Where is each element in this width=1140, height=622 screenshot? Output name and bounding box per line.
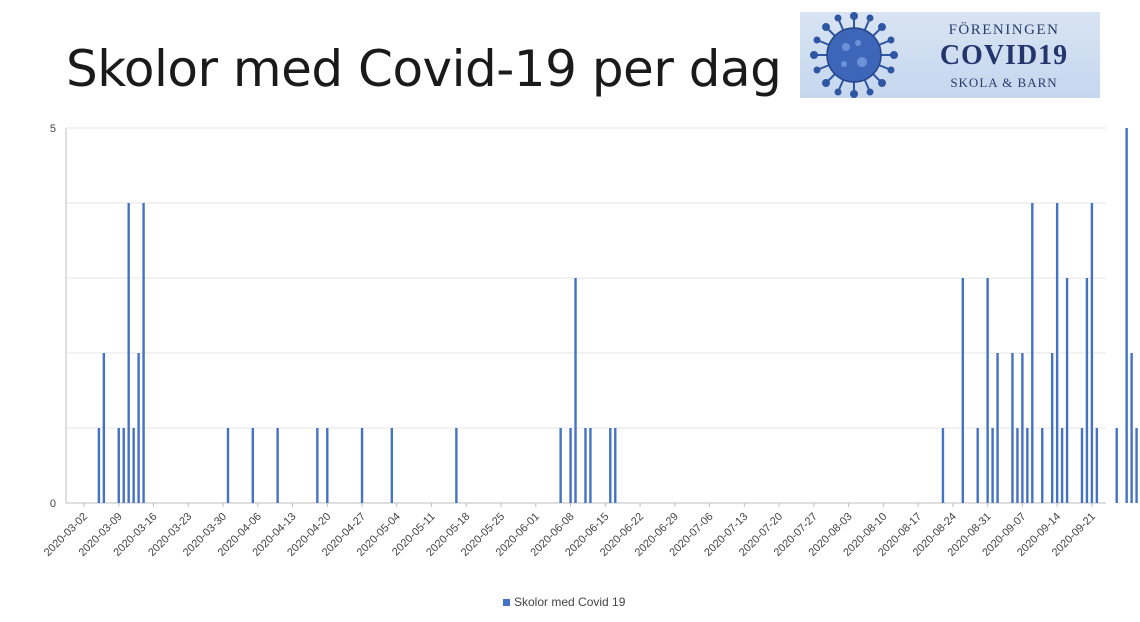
bar: [1016, 428, 1019, 503]
legend-swatch: [503, 598, 510, 606]
bar: [614, 428, 617, 503]
y-tick-label: 5: [50, 123, 56, 135]
logo-line2: COVID19: [939, 40, 1069, 71]
bar: [1060, 428, 1064, 503]
bar: [941, 428, 945, 503]
bar: [1065, 278, 1069, 503]
bar: [97, 428, 101, 503]
bar: [574, 278, 577, 503]
bar: [1026, 428, 1029, 503]
bar: [986, 278, 989, 503]
logo: FÖRENINGEN COVID19 SKOLA & BARN: [800, 12, 1100, 98]
bar: [569, 428, 572, 503]
chart: 052020-03-022020-03-092020-03-162020-03-…: [42, 123, 1138, 559]
bar: [1095, 428, 1099, 503]
bar: [326, 428, 329, 503]
bar: [584, 428, 587, 503]
bar: [1130, 353, 1133, 503]
bar: [1055, 203, 1059, 503]
logo-line1: FÖRENINGEN: [948, 22, 1060, 38]
bar: [961, 278, 965, 503]
bar: [1135, 428, 1138, 503]
bar: [137, 353, 140, 503]
bar: [1125, 128, 1128, 503]
bar: [1050, 353, 1054, 503]
legend-label: Skolor med Covid 19: [514, 595, 626, 609]
logo-line3: SKOLA & BARN: [950, 75, 1058, 90]
bar: [589, 428, 592, 503]
bar: [316, 428, 319, 503]
bar: [102, 353, 106, 503]
bar: [276, 428, 279, 503]
y-tick-label: 0: [50, 498, 56, 510]
bar: [991, 428, 994, 503]
bar: [117, 428, 120, 503]
legend: Skolor med Covid 19: [503, 595, 625, 609]
bar: [360, 428, 364, 503]
bar: [559, 428, 562, 503]
bar: [455, 428, 458, 503]
bar: [226, 428, 230, 503]
bar: [127, 203, 130, 503]
bar: [1115, 428, 1118, 503]
bar: [1021, 353, 1024, 503]
bar: [1011, 353, 1014, 503]
bar: [1080, 428, 1084, 503]
bar: [1041, 428, 1044, 503]
bar: [142, 203, 145, 503]
bar: [996, 353, 999, 503]
bar: [1031, 203, 1034, 503]
page-title: Skolor med Covid-19 per dag: [66, 40, 782, 98]
bar: [609, 428, 612, 503]
virus-icon: [810, 12, 898, 98]
bar: [976, 428, 979, 503]
bar: [390, 428, 394, 503]
bar: [122, 428, 125, 503]
bar: [1090, 203, 1094, 503]
bar: [251, 428, 255, 503]
bar: [132, 428, 135, 503]
bar: [1085, 278, 1089, 503]
